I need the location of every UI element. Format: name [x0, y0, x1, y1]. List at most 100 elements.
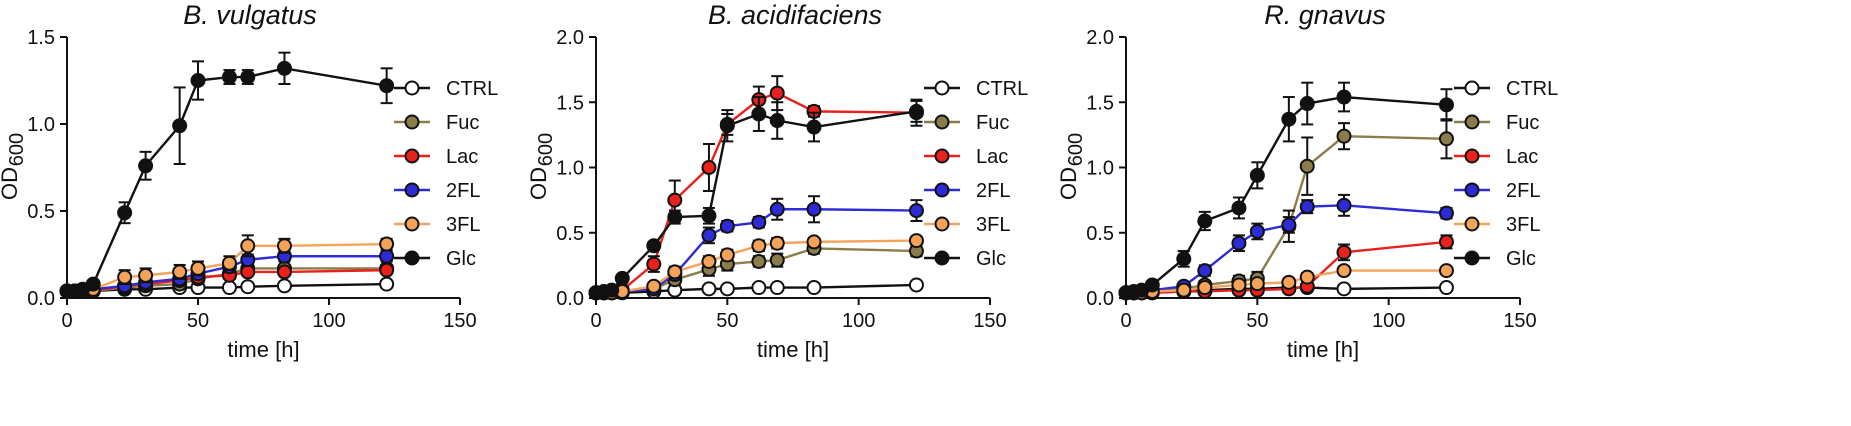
data-point-glc	[240, 69, 256, 85]
y-axis-label-text: OD	[0, 167, 22, 200]
series-glc	[1118, 81, 1454, 301]
panel-b-vulgatus: B. vulgatus 0.0 0.5 1.0 1.5 0 50 100 150 time [h]…	[0, 0, 498, 362]
data-point-2fl	[769, 201, 785, 217]
data-point-3fl	[1197, 280, 1213, 296]
legend-label-2fl: 2FL	[1506, 180, 1540, 202]
legend: CTRL Fuc Lac 2FL 3FL Glc	[394, 78, 498, 270]
data-point-3fl	[117, 269, 133, 285]
legend-marker-ctrl	[404, 80, 420, 96]
y-tick-label: 1.0	[1086, 158, 1114, 180]
data-point-3fl	[1281, 274, 1297, 290]
x-tick-label: 50	[187, 310, 209, 332]
legend-marker-fuc	[1464, 114, 1480, 130]
x-axis-label: time [h]	[757, 337, 829, 362]
data-point-ctrl	[751, 280, 767, 296]
data-point-3fl	[1299, 269, 1315, 285]
data-point-glc	[604, 282, 620, 298]
x-tick-label: 0	[61, 310, 72, 332]
data-point-glc	[172, 118, 188, 134]
y-axis-label-text: OD	[1056, 167, 1081, 200]
data-point-2fl	[1438, 205, 1454, 221]
legend-label-3fl: 3FL	[446, 214, 480, 236]
data-point-3fl	[221, 255, 237, 271]
chart-title: B. vulgatus	[183, 0, 317, 30]
data-point-glc	[614, 270, 630, 286]
data-point-2fl	[719, 218, 735, 234]
data-point-3fl	[1336, 263, 1352, 279]
legend-label-ctrl: CTRL	[446, 78, 498, 100]
data-point-2fl	[379, 248, 395, 264]
y-tick-label: 2.0	[1086, 27, 1114, 49]
data-point-ctrl	[806, 280, 822, 296]
data-point-2fl	[806, 201, 822, 217]
data-point-glc	[719, 118, 735, 134]
x-tick-label: 50	[1246, 310, 1268, 332]
panel-b-acidifaciens: B. acidifaciens 0.0 0.5 1.0 1.5 2.0 0 50 100 150 t…	[526, 0, 1028, 362]
y-tick-label: 1.5	[27, 27, 55, 49]
series-line-glc	[1125, 95, 1447, 294]
y-tick-label: 0.5	[1086, 223, 1114, 245]
legend-label-fuc: Fuc	[976, 112, 1009, 134]
data-point-glc	[1231, 200, 1247, 216]
data-point-ctrl	[769, 280, 785, 296]
data-point-3fl	[172, 264, 188, 280]
data-point-glc	[117, 205, 133, 221]
legend-marker-3fl	[1464, 216, 1480, 232]
data-point-lac	[646, 256, 662, 272]
data-point-glc	[1197, 213, 1213, 229]
data-point-glc	[751, 106, 767, 122]
data-point-glc	[701, 208, 717, 224]
legend-label-ctrl: CTRL	[1506, 78, 1558, 100]
y-axis-label-text: OD	[526, 167, 551, 200]
data-point-3fl	[806, 234, 822, 250]
legend-marker-fuc	[934, 114, 950, 130]
data-point-fuc	[1336, 128, 1352, 144]
data-point-glc	[85, 276, 101, 292]
legend-label-2fl: 2FL	[446, 180, 480, 202]
data-point-2fl	[1281, 217, 1297, 233]
data-point-glc	[1281, 111, 1297, 127]
data-point-3fl	[240, 238, 256, 254]
data-point-glc	[908, 103, 924, 119]
legend-marker-ctrl	[1464, 80, 1480, 96]
data-point-glc	[646, 238, 662, 254]
y-tick-label: 0.0	[556, 288, 584, 310]
y-tick-label: 1.5	[1086, 92, 1114, 114]
data-point-ctrl	[221, 280, 237, 296]
x-tick-label: 150	[1503, 310, 1536, 332]
legend-label-lac: Lac	[976, 146, 1008, 168]
legend: CTRL Fuc Lac 2FL 3FL Glc	[924, 78, 1028, 270]
x-tick-label: 150	[973, 310, 1006, 332]
x-tick-label: 50	[716, 310, 738, 332]
y-tick-label: 1.5	[556, 92, 584, 114]
chart-title: B. acidifaciens	[708, 0, 882, 30]
y-tick-label: 0.0	[1086, 288, 1114, 310]
data-point-3fl	[1176, 282, 1192, 298]
data-point-2fl	[1299, 199, 1315, 215]
legend-label-3fl: 3FL	[1506, 214, 1540, 236]
data-point-3fl	[1438, 263, 1454, 279]
data-point-ctrl	[719, 281, 735, 297]
legend-marker-lac	[1464, 148, 1480, 164]
data-point-ctrl	[1336, 281, 1352, 297]
data-point-glc	[276, 60, 292, 76]
x-axis-label: time [h]	[227, 337, 299, 362]
legend-label-glc: Glc	[976, 248, 1006, 270]
x-tick-label: 100	[312, 310, 345, 332]
legend-marker-fuc	[404, 114, 420, 130]
legend-marker-lac	[934, 148, 950, 164]
legend-label-fuc: Fuc	[1506, 112, 1539, 134]
data-point-3fl	[719, 247, 735, 263]
legend-label-fuc: Fuc	[446, 112, 479, 134]
data-point-ctrl	[276, 278, 292, 294]
data-point-2fl	[1336, 197, 1352, 213]
legend-marker-glc	[404, 250, 420, 266]
legend-marker-3fl	[404, 216, 420, 232]
legend-marker-glc	[934, 250, 950, 266]
data-point-3fl	[667, 264, 683, 280]
data-point-ctrl	[701, 281, 717, 297]
legend-label-lac: Lac	[1506, 146, 1538, 168]
legend-label-glc: Glc	[1506, 248, 1536, 270]
